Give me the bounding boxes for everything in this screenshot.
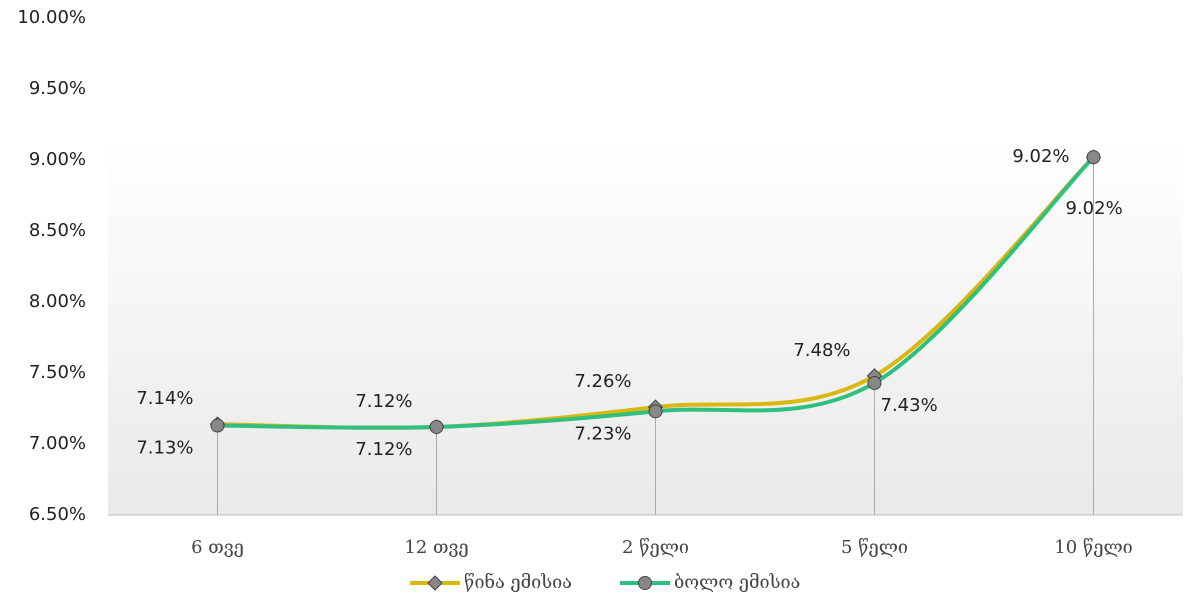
data-label: 7.43% (881, 395, 938, 416)
x-tick-label: 2 წელი (622, 537, 689, 558)
x-tick-label: 6 თვე (191, 537, 244, 558)
legend-marker (638, 576, 652, 590)
y-tick-label: 10.00% (17, 7, 86, 28)
series-marker (1086, 150, 1101, 165)
data-label: 7.12% (355, 439, 412, 460)
data-label: 7.12% (355, 391, 412, 412)
x-tick-label: 5 წელი (841, 537, 908, 558)
series-marker (867, 375, 882, 390)
legend-label: ბოლო ემისია (674, 572, 800, 593)
data-label: 9.02% (1012, 146, 1069, 167)
y-tick-label: 9.00% (29, 149, 86, 170)
plot-background (108, 140, 1183, 515)
y-tick-label: 9.50% (29, 78, 86, 99)
legend-marker (427, 575, 443, 591)
y-tick-label: 8.00% (29, 291, 86, 312)
data-label: 7.13% (136, 438, 193, 459)
data-label: 7.48% (793, 340, 850, 361)
data-label: 7.14% (136, 388, 193, 409)
legend-label: წინა ემისია (464, 571, 572, 593)
data-label: 9.02% (1066, 198, 1123, 219)
data-label: 7.26% (574, 371, 631, 392)
x-tick-label: 12 თვე (404, 537, 468, 558)
y-tick-label: 7.00% (29, 433, 86, 454)
x-tick-label: 10 წელი (1054, 537, 1132, 558)
y-tick-label: 6.50% (29, 504, 86, 525)
series-marker (210, 418, 225, 433)
data-label: 7.23% (574, 423, 631, 444)
y-tick-label: 8.50% (29, 220, 86, 241)
series-line (217, 155, 1095, 430)
series-marker (429, 419, 444, 434)
series-marker (648, 404, 663, 419)
y-tick-label: 7.50% (29, 362, 86, 383)
